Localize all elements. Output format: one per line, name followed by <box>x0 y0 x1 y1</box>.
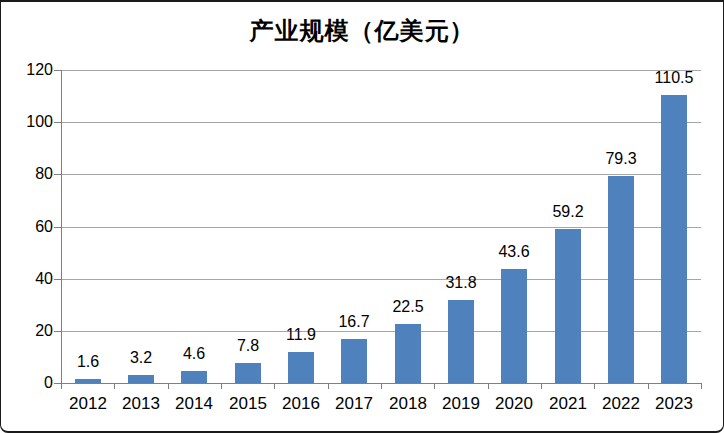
x-tick-mark <box>648 383 649 389</box>
y-tick-label: 120 <box>1 61 53 79</box>
bar <box>501 269 527 383</box>
gridline <box>61 122 701 123</box>
x-tick-label: 2020 <box>495 394 533 414</box>
x-tick-mark <box>274 383 275 389</box>
bar-value-label: 79.3 <box>605 149 636 168</box>
x-tick-mark <box>434 383 435 389</box>
x-tick-label: 2017 <box>335 394 373 414</box>
x-tick-label: 2014 <box>175 394 213 414</box>
bar <box>341 339 367 383</box>
bar-value-label: 59.2 <box>552 202 583 221</box>
bar <box>555 229 581 383</box>
bar <box>235 363 261 383</box>
x-tick-mark <box>328 383 329 389</box>
bar <box>448 300 474 383</box>
y-tick-mark <box>54 122 62 123</box>
x-tick-label: 2022 <box>602 394 640 414</box>
bar-value-label: 16.7 <box>338 312 369 331</box>
bar-value-label: 1.6 <box>77 352 99 371</box>
x-tick-mark <box>114 383 115 389</box>
gridline <box>61 174 701 175</box>
x-tick-mark <box>168 383 169 389</box>
x-tick-mark <box>488 383 489 389</box>
bar-value-label: 31.8 <box>445 273 476 292</box>
y-tick-label: 40 <box>1 270 53 288</box>
x-tick-label: 2012 <box>69 394 107 414</box>
bar-value-label: 7.8 <box>237 336 259 355</box>
bar <box>288 352 314 383</box>
gridline <box>61 331 701 332</box>
x-tick-label: 2015 <box>229 394 267 414</box>
x-tick-mark <box>701 383 702 389</box>
chart-title: 产业规模（亿美元） <box>1 15 723 47</box>
x-tick-label: 2016 <box>282 394 320 414</box>
bar-value-label: 4.6 <box>183 344 205 363</box>
gridline <box>61 279 701 280</box>
bar <box>395 324 421 383</box>
y-tick-label: 80 <box>1 165 53 183</box>
y-tick-mark <box>54 70 62 71</box>
y-tick-mark <box>54 279 62 280</box>
y-tick-mark <box>54 174 62 175</box>
bar <box>128 375 154 383</box>
y-tick-mark <box>54 227 62 228</box>
x-tick-label: 2023 <box>655 394 693 414</box>
bar-value-label: 43.6 <box>498 242 529 261</box>
x-tick-mark <box>594 383 595 389</box>
y-tick-label: 60 <box>1 218 53 236</box>
x-tick-label: 2013 <box>122 394 160 414</box>
x-tick-label: 2021 <box>549 394 587 414</box>
x-tick-label: 2019 <box>442 394 480 414</box>
bar-value-label: 3.2 <box>130 348 152 367</box>
x-tick-mark <box>221 383 222 389</box>
bar <box>181 371 207 383</box>
bar-value-label: 22.5 <box>392 297 423 316</box>
bar-value-label: 11.9 <box>286 325 316 344</box>
y-tick-label: 20 <box>1 322 53 340</box>
bar-chart: 产业规模（亿美元） 0 20 40 60 80 100 120 2012 2013 2014 20… <box>0 0 724 433</box>
x-tick-mark <box>381 383 382 389</box>
plot-area <box>61 70 701 383</box>
x-tick-mark <box>541 383 542 389</box>
bar <box>608 176 634 383</box>
x-tick-label: 2018 <box>389 394 427 414</box>
gridline <box>61 227 701 228</box>
bar <box>661 95 687 383</box>
bar-value-label: 110.5 <box>655 68 694 87</box>
y-tick-label: 0 <box>1 374 53 392</box>
y-tick-mark <box>54 331 62 332</box>
y-tick-label: 100 <box>1 113 53 131</box>
x-tick-mark <box>61 383 62 389</box>
gridline <box>61 70 701 71</box>
